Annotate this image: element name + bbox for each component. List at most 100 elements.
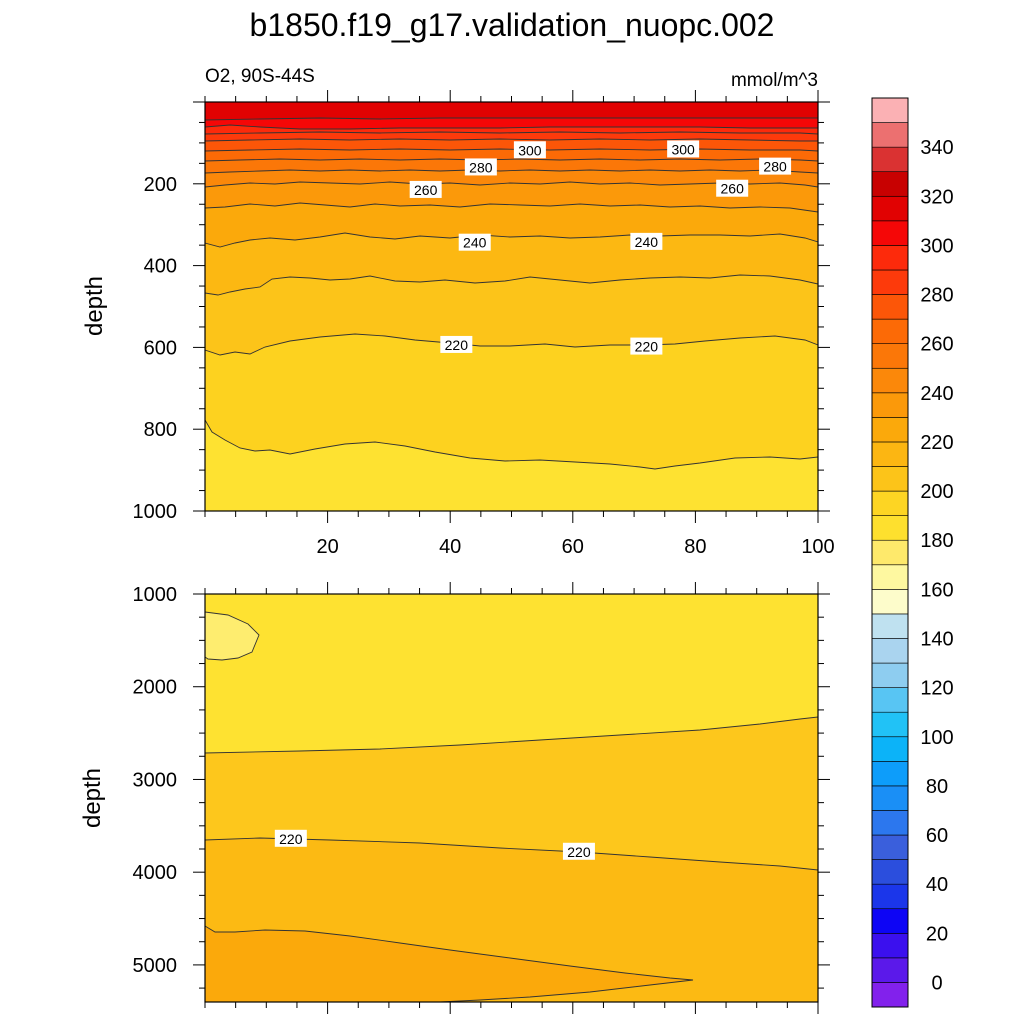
colorbar-label: 20: [926, 923, 948, 945]
colorbar-box: [871, 564, 909, 590]
y-tick-label: 1000: [133, 584, 178, 606]
colorbar-box: [871, 662, 909, 688]
colorbar-label: 40: [926, 874, 948, 896]
colorbar-box: [871, 785, 909, 811]
colorbar-box: [871, 195, 909, 222]
colorbar-box: [871, 122, 909, 148]
contour-label-box: [458, 233, 491, 251]
contour-label-box: [440, 335, 473, 353]
colorbar-box: [871, 932, 909, 959]
colorbar-label: 220: [920, 432, 953, 454]
colorbar-frame: [871, 97, 909, 1008]
chart-title: b1850.f19_g17.validation_nuopc.002: [250, 7, 775, 43]
contour-label: 300: [518, 142, 542, 158]
colorbar-label: 60: [926, 825, 948, 847]
contour-label-box: [409, 180, 442, 198]
colorbar-box: [871, 761, 909, 787]
y-tick-label: 2000: [133, 677, 178, 699]
colorbar-box: [871, 736, 909, 762]
y-tick-label: 1000: [133, 501, 178, 523]
contour-label: 220: [279, 831, 303, 847]
colorbar-label: 260: [920, 334, 953, 356]
colorbar-box: [871, 589, 909, 615]
contour-label-box: [716, 179, 749, 197]
colorbar-label: 0: [931, 972, 942, 994]
colorbar-label: 120: [920, 678, 953, 700]
lower-panel: 1000 2000 3000 4000 5000 220 220: [133, 582, 830, 1014]
contour-label: 220: [567, 844, 591, 860]
colorbar-label: 240: [920, 383, 953, 405]
colorbar-box: [871, 957, 909, 983]
colorbar-box: [871, 245, 909, 271]
upper-panel-fill: [205, 102, 818, 511]
contour-label: 240: [635, 234, 659, 250]
y-tick-label: 600: [144, 337, 177, 359]
colorbar-box: [871, 834, 909, 860]
colorbar-box: [871, 539, 909, 566]
contour-label-box: [513, 141, 546, 159]
colorbar-box: [871, 294, 909, 320]
colorbar-box: [871, 392, 909, 418]
x-tick-label: 20: [316, 536, 338, 558]
y-tick-label: 4000: [133, 862, 178, 884]
contour-label: 220: [445, 337, 469, 353]
contour-label-box: [562, 842, 595, 860]
colorbar-box: [871, 367, 909, 394]
x-tick-label: 80: [684, 536, 706, 558]
colorbar-box: [871, 417, 909, 443]
colorbar-box: [871, 810, 909, 836]
colorbar-box: [871, 97, 909, 123]
lower-panel-fill: [205, 594, 818, 1002]
contour-label-box: [667, 140, 700, 158]
colorbar-box: [871, 466, 909, 492]
colorbar-label: 180: [920, 530, 953, 552]
contour-label-box: [274, 829, 307, 847]
upper-panel: 20 40 60 80 100 200 400 600 800 1000 300 300 280 280…: [133, 90, 835, 558]
colorbar-box: [871, 269, 909, 295]
contour-label: 220: [635, 339, 659, 355]
colorbar-box: [871, 490, 909, 516]
colorbar-box: [871, 515, 909, 541]
colorbar-box: [871, 441, 909, 467]
colorbar-box: [871, 343, 909, 369]
upper-ylabel: depth: [81, 276, 108, 336]
colorbar-box: [871, 638, 909, 664]
colorbar: 0 20 40 60 80 100 120 140 160 180 200 220 240 260 280 3…: [871, 97, 954, 1008]
units-label: mmol/m^3: [731, 70, 818, 91]
colorbar-box: [871, 318, 909, 344]
colorbar-label: 80: [926, 776, 948, 798]
y-tick-label: 400: [144, 256, 177, 278]
contour-label: 280: [469, 159, 493, 175]
variable-label: O2, 90S-44S: [205, 66, 315, 87]
lower-ylabel: depth: [79, 768, 106, 828]
colorbar-box: [871, 171, 909, 197]
colorbar-box: [871, 687, 909, 713]
contour-label: 300: [671, 141, 695, 157]
colorbar-label: 100: [920, 727, 953, 749]
contour-label: 280: [763, 159, 787, 175]
contour-label-box: [630, 232, 663, 250]
contour-label-box: [759, 157, 792, 175]
y-tick-label: 3000: [133, 769, 178, 791]
x-tick-label: 100: [801, 536, 834, 558]
y-tick-label: 200: [144, 174, 177, 196]
contour-label: 260: [414, 182, 438, 198]
colorbar-label: 160: [920, 579, 953, 601]
colorbar-box: [871, 711, 909, 738]
colorbar-label: 340: [920, 137, 953, 159]
colorbar-box: [871, 613, 909, 639]
y-tick-label: 800: [144, 419, 177, 441]
x-tick-label: 40: [439, 536, 461, 558]
colorbar-label: 200: [920, 481, 953, 503]
x-tick-label: 60: [562, 536, 584, 558]
colorbar-box: [871, 859, 909, 885]
colorbar-box: [871, 220, 909, 246]
colorbar-label: 320: [920, 186, 953, 208]
colorbar-box: [871, 146, 909, 173]
contour-label-box: [630, 337, 663, 355]
colorbar-box: [871, 982, 909, 1008]
contour-label: 240: [463, 235, 487, 251]
y-tick-label: 5000: [133, 955, 178, 977]
colorbar-label: 300: [920, 235, 953, 257]
